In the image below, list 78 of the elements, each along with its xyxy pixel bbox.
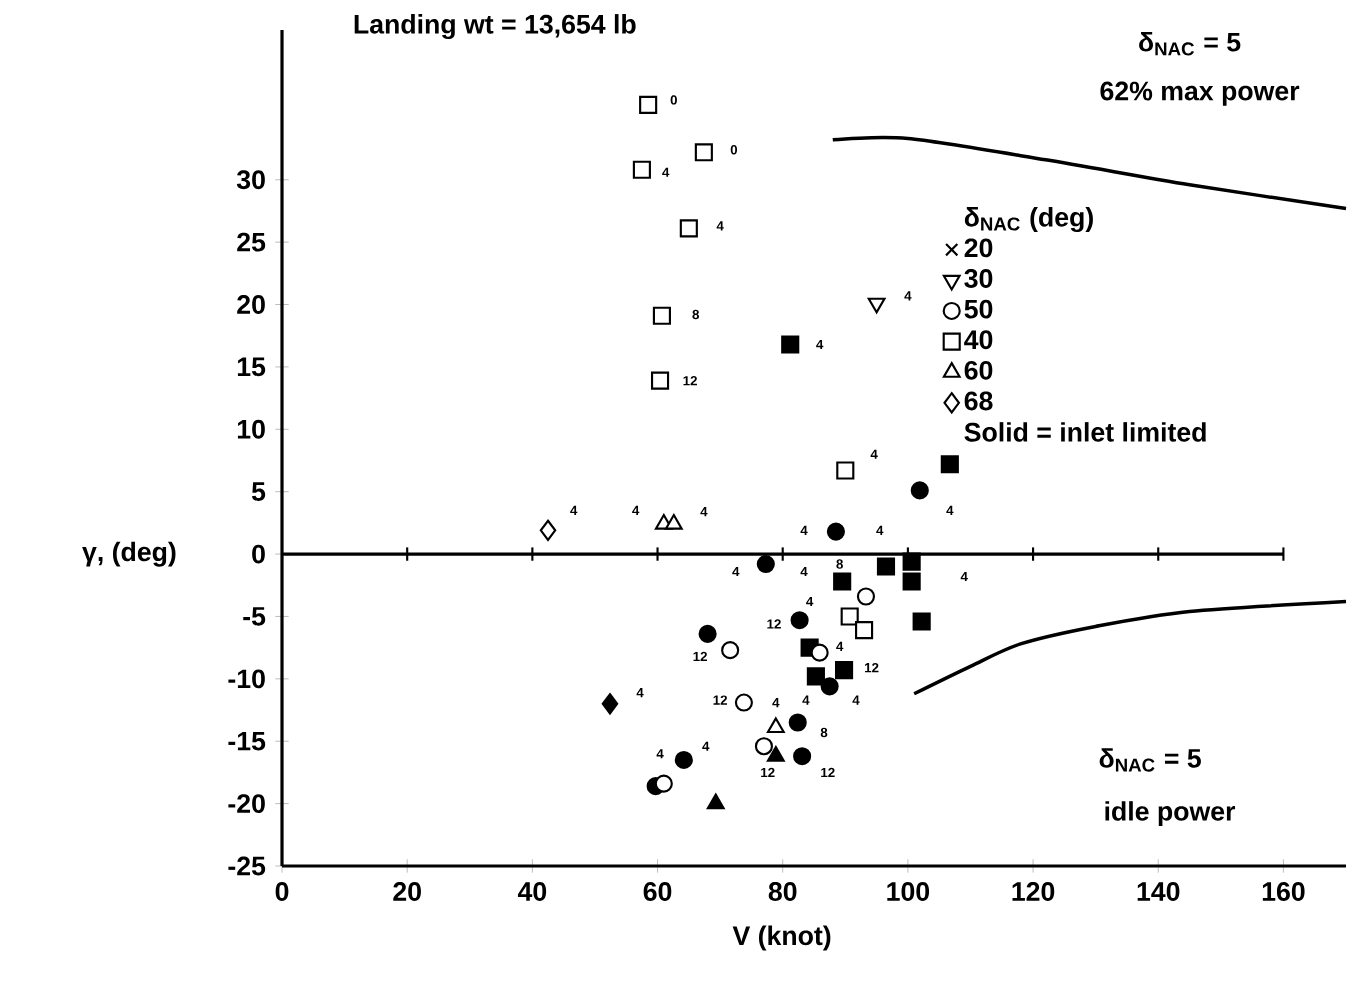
- legend-title: δ$_{NAC}$ (deg): [964, 207, 1093, 233]
- point: [652, 306, 671, 325]
- point: [876, 557, 896, 576]
- point: [539, 519, 557, 542]
- x-tick-label: 60: [643, 882, 672, 901]
- y-tick-label: -20: [228, 794, 265, 814]
- point: [867, 297, 886, 314]
- point: [940, 455, 959, 474]
- y-tick-label: 0: [252, 544, 265, 564]
- annotation: 62% max power: [1100, 81, 1300, 106]
- x-tick-label: 140: [1137, 882, 1180, 901]
- legend-label: 50: [964, 299, 993, 319]
- line-series: [912, 599, 1348, 696]
- point: [674, 750, 693, 770]
- y-tick-label: -15: [228, 731, 266, 751]
- point: [840, 607, 859, 626]
- point: [833, 572, 852, 591]
- point: [754, 737, 774, 756]
- point: [756, 554, 775, 574]
- y-tick-label: 25: [237, 232, 266, 252]
- legend-label: 60: [964, 360, 993, 380]
- point: [820, 677, 839, 696]
- y-tick-label: -25: [228, 856, 266, 876]
- point: [664, 513, 683, 530]
- x-tick-label: 100: [887, 882, 930, 901]
- point: [766, 746, 785, 762]
- point: [679, 219, 698, 238]
- x-axis-title: V (knot): [732, 925, 831, 951]
- point: [698, 624, 717, 643]
- x-tick-label: 20: [393, 882, 421, 901]
- point: [902, 552, 921, 571]
- point: [790, 611, 809, 630]
- point: [601, 693, 619, 715]
- point: [856, 587, 876, 606]
- y-tick-label: 30: [236, 170, 265, 190]
- point: [694, 143, 713, 162]
- point: [836, 461, 855, 480]
- chart-title: Landing wt = 13,654 lb: [354, 14, 636, 40]
- y-tick-label: 5: [251, 482, 266, 501]
- point: [721, 641, 740, 660]
- x-tick-label: 120: [1012, 882, 1055, 901]
- y-tick-label: 10: [237, 419, 265, 439]
- y-axis-title: γ, (deg): [82, 541, 176, 567]
- annotation: idle power: [1105, 801, 1236, 827]
- point: [806, 667, 825, 686]
- x-tick-label: 40: [517, 882, 547, 901]
- point: [788, 713, 807, 732]
- y-tick-label: 15: [237, 357, 266, 377]
- point: [912, 612, 931, 631]
- point: [793, 747, 812, 766]
- point: [855, 621, 874, 640]
- legend-label: 20: [964, 238, 993, 258]
- point: [734, 693, 753, 712]
- point: [781, 335, 800, 354]
- point: [902, 572, 921, 591]
- legend-label: 30: [964, 269, 993, 288]
- legend-label: 40: [964, 330, 993, 350]
- point: [810, 643, 829, 662]
- annotation: δ$_{NAC}$ = 5: [1139, 32, 1241, 56]
- legend-label: 68: [964, 391, 993, 411]
- line-series: [831, 135, 1348, 211]
- point: [632, 160, 651, 179]
- point: [826, 522, 845, 541]
- point: [650, 371, 670, 390]
- point: [654, 774, 673, 793]
- x-tick-label: 160: [1262, 882, 1305, 901]
- point: [834, 661, 854, 680]
- y-tick-label: -5: [243, 607, 266, 626]
- point: [639, 95, 658, 114]
- y-tick-label: -10: [228, 669, 265, 689]
- y-tick-label: 20: [237, 295, 265, 314]
- point: [910, 481, 929, 500]
- x-tick-label: 0: [275, 882, 289, 901]
- annotation: δ$_{NAC}$ = 5: [1099, 748, 1201, 772]
- point: [766, 717, 785, 734]
- point: [706, 793, 725, 810]
- x-tick-label: 80: [768, 882, 797, 901]
- annotation: Solid = inlet limited: [964, 422, 1206, 442]
